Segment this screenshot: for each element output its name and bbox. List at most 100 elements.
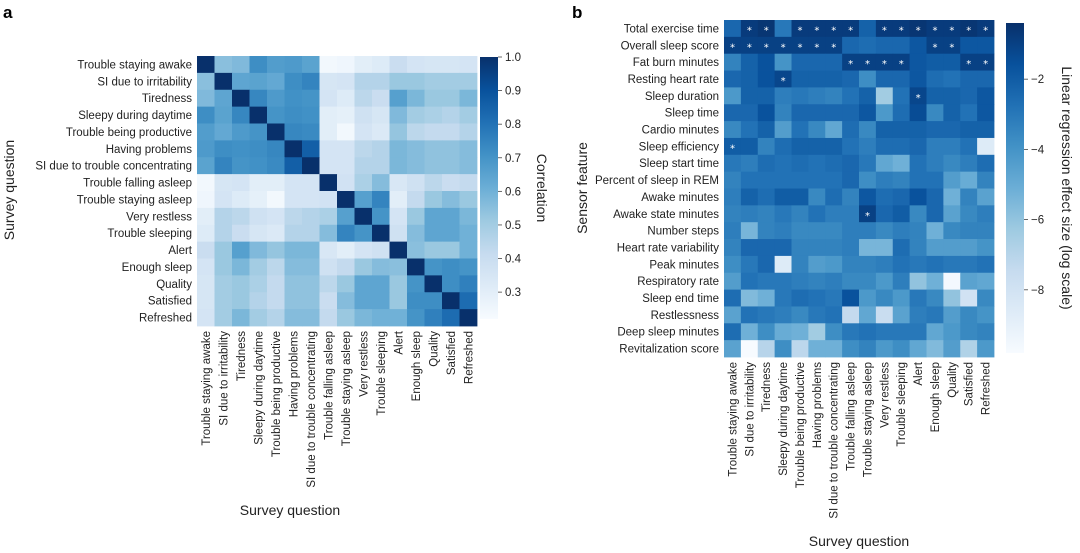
row-label: Respiratory rate xyxy=(637,276,719,288)
heatmap-cell xyxy=(459,309,478,327)
heatmap-cell xyxy=(774,171,792,189)
heatmap-cell xyxy=(808,205,826,223)
row-label: Sleep efficiency xyxy=(639,141,720,153)
heatmap-cell xyxy=(926,121,944,139)
heatmap-cell xyxy=(214,275,233,293)
heatmap-cell xyxy=(319,241,338,259)
heatmap-cell xyxy=(960,222,978,240)
heatmap-cell xyxy=(267,292,285,310)
heatmap-cell xyxy=(808,70,826,88)
heatmap-cell xyxy=(825,53,843,71)
heatmap-cell xyxy=(960,289,978,307)
heatmap-cell xyxy=(389,258,408,276)
column-label: SI due to irritability xyxy=(218,331,230,426)
heatmap-cell xyxy=(859,255,877,274)
heatmap-cell xyxy=(757,20,776,38)
heatmap-cell xyxy=(740,137,759,156)
heatmap-cell xyxy=(232,174,250,192)
heatmap-cell xyxy=(926,323,944,341)
heatmap-cell xyxy=(875,53,894,71)
significance-star: * xyxy=(831,42,836,53)
panel-letter-a: a xyxy=(3,3,13,22)
heatmap-cell xyxy=(389,123,408,141)
colorbar-tick-label: −6 xyxy=(1031,215,1044,227)
significance-star: * xyxy=(882,25,887,36)
heatmap-cell xyxy=(407,72,425,91)
heatmap-cell xyxy=(808,306,826,324)
row-label: Quality xyxy=(156,279,192,291)
heatmap-cell xyxy=(926,53,944,71)
heatmap-cell xyxy=(232,72,250,91)
significance-star: * xyxy=(747,42,752,53)
panel-b-y-axis-title: Sensor feature xyxy=(574,142,590,234)
heatmap-cell xyxy=(926,239,944,257)
heatmap-cell xyxy=(875,239,894,257)
heatmap-cell xyxy=(214,292,233,310)
heatmap-cell xyxy=(337,275,355,293)
heatmap-cell xyxy=(354,275,373,293)
heatmap-cell xyxy=(249,292,268,310)
row-label: Alert xyxy=(168,245,192,257)
heatmap-cell xyxy=(389,140,408,158)
heatmap-cell xyxy=(892,36,911,55)
heatmap-cell xyxy=(267,56,285,74)
significance-star: * xyxy=(781,76,786,87)
heatmap-cell xyxy=(354,56,373,74)
heatmap-cell xyxy=(337,309,355,327)
heatmap-cell xyxy=(808,53,826,71)
heatmap-cell xyxy=(249,224,268,243)
heatmap-cell xyxy=(825,205,843,223)
heatmap-cell xyxy=(459,292,478,310)
row-label: Deep sleep minutes xyxy=(617,327,719,339)
heatmap-cell xyxy=(284,275,303,293)
heatmap-cell xyxy=(442,191,460,209)
heatmap-cell xyxy=(892,205,911,223)
heatmap-cell xyxy=(424,275,443,293)
heatmap-cell xyxy=(926,70,944,88)
heatmap-cell xyxy=(354,258,373,276)
heatmap-cell xyxy=(960,272,978,290)
row-label: Total exercise time xyxy=(624,23,719,35)
heatmap-cell xyxy=(319,106,338,124)
heatmap-cell xyxy=(232,89,250,108)
heatmap-cell xyxy=(875,154,894,173)
heatmap-cell xyxy=(960,70,978,88)
heatmap-cell xyxy=(960,323,978,341)
heatmap-cell xyxy=(424,309,443,327)
significance-star: * xyxy=(747,25,752,36)
heatmap-cell xyxy=(197,106,215,124)
column-label: Enough sleep xyxy=(930,362,942,432)
heatmap-cell xyxy=(977,272,995,290)
heatmap-cell xyxy=(791,239,809,257)
heatmap-cell xyxy=(740,222,759,240)
heatmap-cell xyxy=(337,174,355,192)
heatmap-cell xyxy=(424,258,443,276)
heatmap-cell xyxy=(459,123,478,141)
heatmap-cell xyxy=(977,87,995,105)
heatmap-cell xyxy=(302,191,320,209)
heatmap-cell xyxy=(926,222,944,240)
heatmap-cell xyxy=(977,36,995,55)
heatmap-cell xyxy=(943,154,961,173)
heatmap-cell xyxy=(407,140,425,158)
heatmap-cell xyxy=(319,157,338,175)
heatmap-cell xyxy=(337,191,355,209)
heatmap-cell xyxy=(977,239,995,257)
row-label: Heart rate variability xyxy=(617,242,720,254)
heatmap-cell xyxy=(825,137,843,156)
column-label: Trouble staying asleep xyxy=(341,331,353,446)
heatmap-cell xyxy=(214,241,233,259)
row-label: Trouble sleeping xyxy=(107,228,192,240)
heatmap-cell xyxy=(724,188,742,206)
heatmap-cell xyxy=(232,275,250,293)
heatmap-cell xyxy=(859,306,877,324)
heatmap-cell xyxy=(943,70,961,88)
heatmap-cell xyxy=(977,53,995,71)
heatmap-cell xyxy=(859,20,877,38)
heatmap-cell xyxy=(977,323,995,341)
heatmap-cell xyxy=(319,174,338,192)
heatmap-cell xyxy=(892,53,911,71)
colorbar-tick-label: 0.6 xyxy=(505,186,521,198)
heatmap-cell xyxy=(214,140,233,158)
heatmap-cell xyxy=(791,306,809,324)
